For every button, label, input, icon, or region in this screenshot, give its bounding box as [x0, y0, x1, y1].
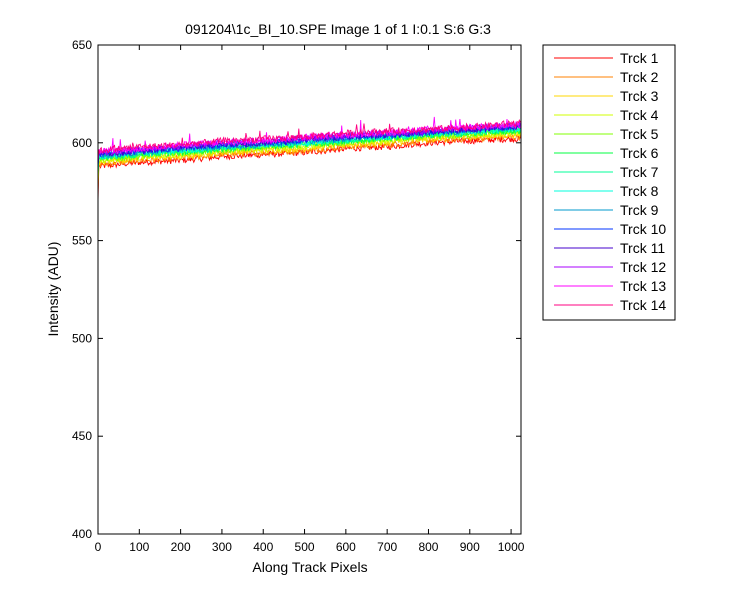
legend-label: Trck 13 — [620, 278, 666, 294]
legend-label: Trck 8 — [620, 183, 659, 199]
plot-area — [98, 45, 521, 534]
series-line-trck-14 — [98, 119, 521, 159]
y-axis: 400 450 500 550 600 650 — [72, 38, 521, 541]
y-tick-label: 600 — [72, 136, 92, 150]
legend-box — [542, 44, 676, 321]
plot-frame — [97, 44, 522, 535]
y-tick-label: 650 — [72, 38, 92, 52]
series-line-trck-13 — [98, 116, 521, 161]
x-tick-label: 400 — [253, 540, 273, 554]
legend-label: Trck 9 — [620, 202, 659, 218]
x-tick-label: 200 — [171, 540, 191, 554]
legend: Trck 1 Trck 2 Trck 3 Trck 4 Trck 5 Trck 6 Trck… — [542, 44, 676, 321]
x-tick-label: 0 — [95, 540, 102, 554]
chart-title: 091204\1c_BI_10.SPE Image 1 of 1 I:0.1 S… — [185, 21, 491, 37]
legend-label: Trck 3 — [620, 88, 659, 104]
legend-label: Trck 6 — [620, 145, 659, 161]
legend-label: Trck 11 — [620, 240, 665, 256]
x-axis: 0 100 200 300 400 500 600 700 800 900 1000 — [95, 45, 525, 554]
legend-label: Trck 14 — [620, 297, 666, 313]
legend-label: Trck 4 — [620, 107, 659, 123]
x-tick-label: 100 — [129, 540, 149, 554]
x-tick-label: 500 — [295, 540, 315, 554]
y-tick-label: 550 — [72, 234, 92, 248]
legend-label: Trck 5 — [620, 126, 659, 142]
x-tick-label: 700 — [377, 540, 397, 554]
legend-label: Trck 7 — [620, 164, 659, 180]
y-tick-label: 500 — [72, 331, 92, 345]
y-axis-label: Intensity (ADU) — [45, 242, 61, 337]
x-tick-label: 900 — [460, 540, 480, 554]
x-axis-label: Along Track Pixels — [252, 559, 367, 575]
x-tick-label: 800 — [418, 540, 438, 554]
x-tick-label: 300 — [212, 540, 232, 554]
legend-label: Trck 2 — [620, 69, 659, 85]
series-layer — [98, 116, 521, 202]
x-tick-label: 1000 — [498, 540, 525, 554]
x-tick-label: 600 — [336, 540, 356, 554]
y-tick-label: 400 — [72, 527, 92, 541]
legend-label: Trck 10 — [620, 221, 666, 237]
legend-label: Trck 1 — [620, 50, 659, 66]
legend-label: Trck 12 — [620, 259, 666, 275]
y-tick-label: 450 — [72, 429, 92, 443]
